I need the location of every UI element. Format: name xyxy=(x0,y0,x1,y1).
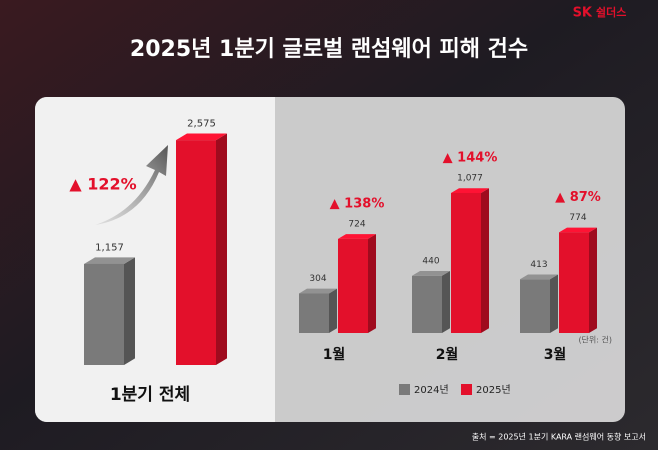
bar xyxy=(559,232,589,333)
growth-arrow xyxy=(95,145,168,225)
bar xyxy=(338,238,368,333)
change-label: ▲ 138% xyxy=(330,197,385,212)
value-label: 1,157 xyxy=(95,242,124,253)
chart-title: 2025년 1분기 글로벌 랜섬웨어 피해 건수 xyxy=(130,37,528,62)
bar-top xyxy=(520,274,558,280)
value-label: 304 xyxy=(309,274,326,284)
logo-brand: SK xyxy=(573,6,593,21)
x-tick-label: 1분기 전체 xyxy=(110,385,190,405)
legend-swatch xyxy=(399,384,410,395)
legend-label: 2025년 xyxy=(476,384,511,396)
bar-side xyxy=(550,274,558,333)
legend-swatch xyxy=(461,384,472,395)
bar xyxy=(299,293,329,333)
value-label: 774 xyxy=(569,213,586,223)
value-label: 724 xyxy=(348,220,365,230)
legend-label: 2024년 xyxy=(414,384,449,396)
bar-side xyxy=(368,234,376,333)
bar xyxy=(84,263,124,365)
value-label: 2,575 xyxy=(187,119,216,130)
bar-top xyxy=(559,227,597,233)
bar-top xyxy=(299,288,337,294)
unit-label: (단위: 건) xyxy=(578,335,612,345)
change-label: ▲ 122% xyxy=(69,175,136,194)
bar-top xyxy=(338,234,376,239)
change-label: ▲ 144% xyxy=(443,151,498,166)
bar xyxy=(451,192,481,333)
bar xyxy=(412,275,442,333)
x-tick-label: 1월 xyxy=(323,346,346,363)
left-panel xyxy=(35,97,275,422)
bar-top xyxy=(451,188,489,193)
bar-side xyxy=(124,257,135,365)
source: 출처 = 2025년 1분기 KARA 랜섬웨어 동향 보고서 xyxy=(472,432,646,442)
value-label: 1,077 xyxy=(457,174,483,184)
bar xyxy=(176,140,216,365)
x-tick-label: 2월 xyxy=(436,346,459,363)
charts: 1분기 전체 1,157 2,575 ▲ 122% 1월 304 724 ▲ 138% 2월 44… xyxy=(69,119,600,405)
bar-side xyxy=(329,288,337,333)
bar-top xyxy=(412,271,450,276)
change-label: ▲ 87% xyxy=(555,190,601,205)
bar xyxy=(520,279,550,333)
bar-side xyxy=(442,271,450,333)
bar-side xyxy=(589,227,597,333)
bar-side xyxy=(481,188,489,333)
x-tick-label: 3월 xyxy=(544,346,567,363)
bar-top xyxy=(84,257,135,264)
bar-top xyxy=(176,133,227,141)
value-label: 413 xyxy=(530,260,547,270)
value-label: 440 xyxy=(422,257,439,267)
bar-side xyxy=(216,133,227,365)
logo-name: 쉴더스 xyxy=(596,5,626,19)
